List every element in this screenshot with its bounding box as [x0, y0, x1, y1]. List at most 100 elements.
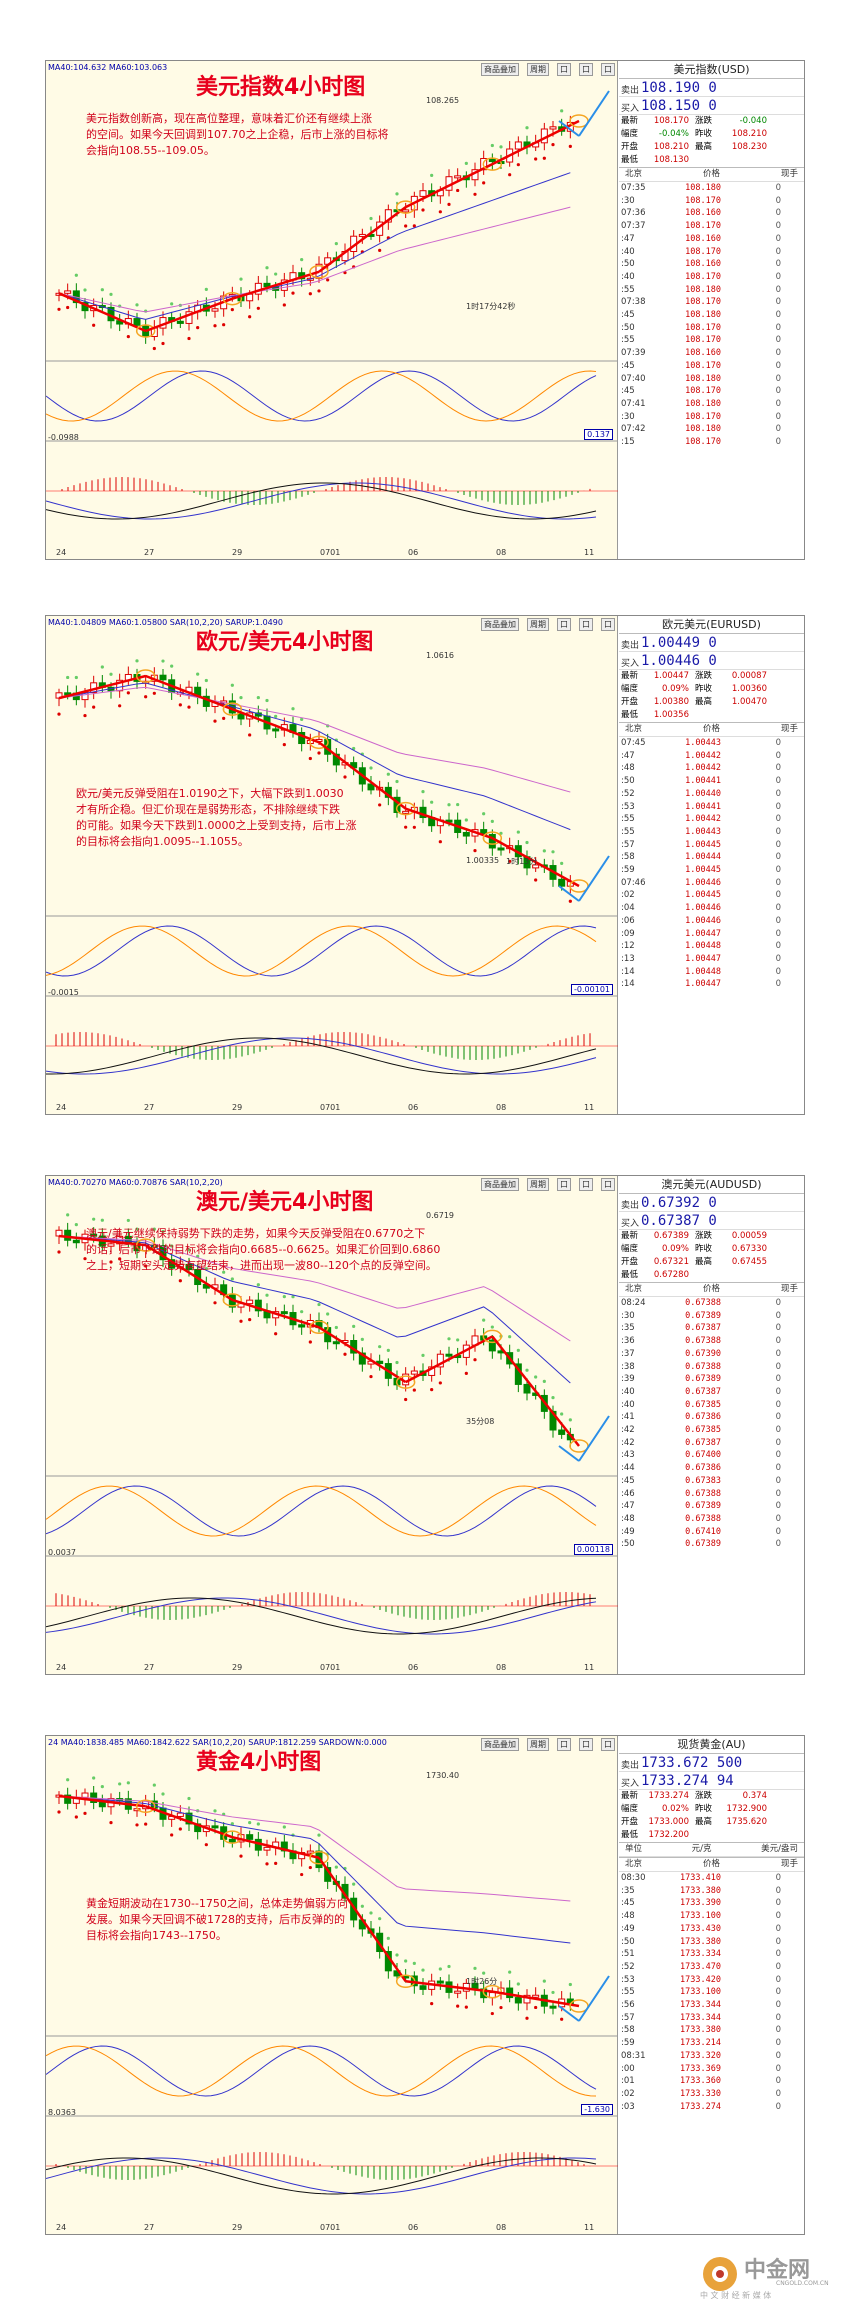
tick-cell: :59 [621, 2038, 635, 2049]
toolbar-button[interactable]: 口 [557, 63, 571, 76]
candle-body [246, 1299, 254, 1305]
sar-dot [516, 163, 520, 167]
stat-cell: 最低 [621, 710, 639, 720]
tick-header: 北京 价格 现手 [619, 1282, 804, 1297]
tick-cell: 0 [775, 233, 781, 244]
x-tick-label: 29 [232, 1663, 243, 1672]
tick-cell: :00 [621, 2063, 635, 2074]
tick-cell: :35 [621, 1323, 635, 1334]
pivot-circle [482, 831, 503, 845]
toolbar-button[interactable]: 商品叠加 [481, 63, 519, 76]
toolbar-button[interactable]: 口 [579, 1738, 593, 1751]
tick-cell: 0 [775, 826, 781, 837]
tick-cell: :36 [621, 1336, 635, 1347]
tick-cell: 0.67388 [685, 1488, 721, 1499]
sar-dot [282, 1825, 286, 1829]
sar-dot [421, 1353, 425, 1357]
tick-cell: 0 [775, 738, 781, 748]
tick-cell: :30 [621, 411, 635, 422]
sar-dot [83, 288, 87, 292]
chart-toolbar: 商品叠加 周期口口口 [481, 1178, 615, 1191]
chart-panel: MA40:104.632 MA60:103.063 商品叠加 周期口口口美元指数4小… [45, 60, 805, 560]
chart-panel: MA40:1.04809 MA60:1.05800 SAR(10,2,20) S… [45, 615, 805, 1115]
tick-cell: 0 [775, 1298, 781, 1308]
sar-dot [222, 716, 226, 720]
tick-cell: 0 [775, 284, 781, 295]
tick-header-cell: 价格 [702, 1859, 720, 1869]
toolbar-button[interactable]: 商品叠加 [481, 618, 519, 631]
tick-cell: :50 [621, 1936, 635, 1947]
tick-cell: 0 [775, 310, 781, 321]
sar-dot [308, 756, 312, 761]
toolbar-button[interactable]: 口 [557, 618, 571, 631]
sar-dot [430, 1388, 434, 1392]
sar-dot [378, 803, 382, 807]
tick-cell: :55 [621, 1987, 635, 1998]
toolbar-button[interactable]: 口 [601, 1738, 615, 1751]
stat-cell: 108.170 [653, 116, 689, 126]
sar-dot [568, 144, 572, 148]
sar-dot [291, 1295, 295, 1299]
toolbar-button[interactable]: 周期 [527, 1738, 549, 1751]
sell-price-label: 卖出 [621, 641, 640, 651]
tick-cell: 0 [775, 411, 781, 422]
tick-row: :44 0.67386 0 [619, 1462, 804, 1475]
tick-cell: 0 [775, 763, 781, 774]
toolbar-button[interactable]: 口 [601, 618, 615, 631]
stat-cell: 0.02% [661, 1804, 689, 1814]
tick-cell: 0 [775, 335, 781, 346]
candle-body [410, 1370, 418, 1375]
candle-body [246, 1834, 254, 1840]
tick-cell: 1.00447 [685, 979, 721, 990]
tick-cell: 1733.410 [680, 1873, 721, 1883]
tick-cell: 0 [775, 1923, 781, 1934]
candle-chart-svg [46, 1213, 618, 1635]
tick-row: :52 1.00440 0 [619, 788, 804, 801]
tick-row: :48 1733.100 0 [619, 1910, 804, 1923]
tick-cell: 1733.380 [680, 2025, 721, 2036]
sar-dot [256, 695, 260, 700]
x-tick-label: 27 [144, 1663, 155, 1672]
toolbar-button[interactable]: 口 [579, 618, 593, 631]
pivot-circle [222, 291, 243, 306]
tick-cell: 0 [775, 1425, 781, 1436]
tick-cell: 0.67385 [685, 1399, 721, 1410]
tick-row: :48 1.00442 0 [619, 762, 804, 775]
sar-dot [326, 1312, 330, 1316]
sar-dot [378, 1345, 382, 1349]
sar-dot [126, 691, 130, 695]
candle-body [549, 126, 557, 130]
toolbar-button[interactable]: 口 [557, 1178, 571, 1191]
candle-body [280, 1841, 288, 1852]
sar-dot [265, 1862, 269, 1866]
buy-price: 1.00446 0 [641, 653, 717, 669]
buy-price-row: 买入 0.67387 0 [619, 1212, 804, 1230]
candle-body [402, 810, 410, 814]
toolbar-button[interactable]: 口 [601, 1178, 615, 1191]
instrument-name: 现货黄金(AU) [619, 1736, 804, 1754]
toolbar-button[interactable]: 口 [601, 63, 615, 76]
tick-cell: 0 [775, 437, 781, 448]
price-mark: 0.6719 [426, 1211, 454, 1220]
toolbar-button[interactable]: 商品叠加 [481, 1178, 519, 1191]
tick-cell: :57 [621, 839, 635, 850]
toolbar-button[interactable]: 口 [557, 1738, 571, 1751]
candle-body [436, 1353, 444, 1368]
stat-cell: 最低 [621, 155, 639, 165]
stat-cell: 涨跌 [695, 1791, 713, 1801]
unit-cell[interactable]: 元/克 [691, 1844, 712, 1854]
toolbar-button[interactable]: 周期 [527, 1178, 549, 1191]
buy-price-label: 买入 [621, 1219, 640, 1229]
unit-cell[interactable]: 美元/盎司 [761, 1844, 798, 1854]
x-tick-label: 11 [584, 1103, 595, 1112]
tick-cell: 0.67388 [685, 1336, 721, 1347]
toolbar-button[interactable]: 口 [579, 1178, 593, 1191]
toolbar-button[interactable]: 口 [579, 63, 593, 76]
sar-dot [196, 325, 200, 330]
toolbar-button[interactable]: 商品叠加 [481, 1738, 519, 1751]
tick-cell: :58 [621, 2025, 635, 2036]
toolbar-button[interactable]: 周期 [527, 63, 549, 76]
stat-cell [695, 154, 719, 167]
sar-dot [66, 1778, 70, 1782]
toolbar-button[interactable]: 周期 [527, 618, 549, 631]
